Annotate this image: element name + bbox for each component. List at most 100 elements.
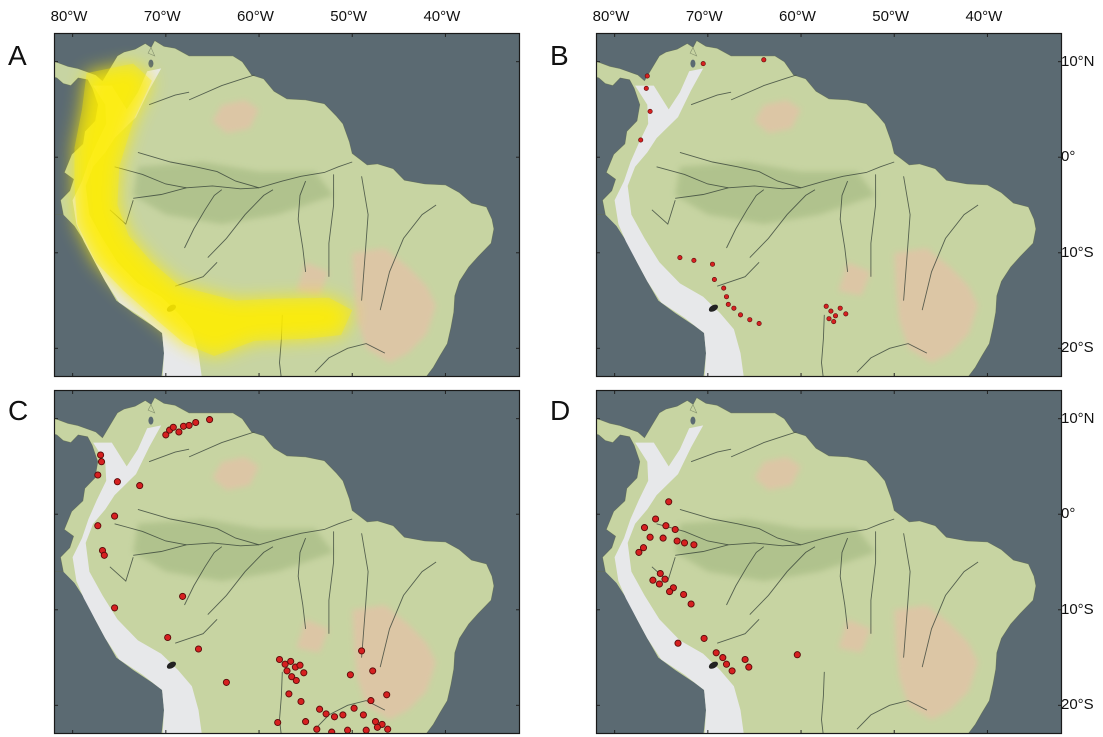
occurrence-point <box>655 580 663 588</box>
panel-letter-a: A <box>8 40 27 71</box>
occurrence-point <box>725 301 731 307</box>
occurrence-point <box>724 294 730 300</box>
occurrence-point <box>691 257 697 263</box>
occurrence-point <box>162 431 170 439</box>
occurrence-point <box>665 498 673 506</box>
occurrence-point <box>700 61 706 67</box>
occurrence-point <box>656 569 664 578</box>
occurrence-point <box>179 592 187 600</box>
occurrence-point <box>344 726 352 734</box>
occurrence-point <box>661 575 669 583</box>
occurrence-point <box>711 277 717 283</box>
map-panel-a <box>53 32 521 378</box>
occurrence-point <box>194 645 203 653</box>
occurrence-point <box>826 316 832 322</box>
occurrence-point <box>662 522 670 530</box>
occurrence-point <box>111 512 119 520</box>
occurrence-point <box>643 85 649 91</box>
occurrence-point <box>97 451 105 459</box>
occurrence-point <box>313 725 321 733</box>
occurrence-point <box>638 137 644 143</box>
occurrence-point <box>339 711 347 719</box>
occurrence-point <box>719 654 727 662</box>
lat-tick-label: 10°N <box>1061 409 1095 427</box>
occurrence-point <box>94 471 102 479</box>
occurrence-point <box>111 604 119 612</box>
occurrence-point <box>731 305 737 311</box>
lon-tick-label: 70°W <box>685 8 723 25</box>
occurrence-point <box>346 671 354 679</box>
occurrence-point <box>646 533 654 541</box>
occurrence-point <box>647 108 653 114</box>
occurrence-point <box>316 705 324 713</box>
occurrence-point <box>164 633 172 642</box>
occurrence-point <box>644 73 650 79</box>
occurrence-point <box>288 673 296 681</box>
occurrence-point <box>640 524 649 532</box>
occurrence-point <box>837 305 843 311</box>
occurrence-point <box>302 718 310 726</box>
occurrence-point <box>745 663 753 671</box>
occurrence-point <box>185 421 193 429</box>
occurrence-point <box>710 261 716 267</box>
lat-tick-label: 10°S <box>1061 600 1094 618</box>
occurrence-point <box>690 541 698 549</box>
occurrence-point <box>793 651 801 659</box>
occurrence-point <box>281 660 289 668</box>
occurrence-point <box>677 255 683 261</box>
occurrence-points <box>94 416 392 734</box>
map-panel-d <box>595 389 1063 735</box>
occurrence-point <box>649 576 657 584</box>
occurrence-point <box>673 537 681 545</box>
occurrence-point <box>175 428 183 436</box>
occurrence-point <box>297 697 305 706</box>
occurrence-point <box>741 655 749 664</box>
occurrence-point <box>97 458 106 466</box>
lat-tick-label: 20°S <box>1061 696 1094 714</box>
occurrence-point <box>359 711 367 719</box>
occurrence-point <box>384 725 392 733</box>
occurrence-point <box>113 478 121 486</box>
map-panel-b <box>595 32 1063 378</box>
occurrence-points <box>635 498 801 675</box>
occurrence-point <box>94 522 102 530</box>
lat-tick-label: 20°S <box>1061 339 1094 357</box>
occurrence-point <box>373 723 381 731</box>
lon-tick-label: 40°W <box>965 8 1003 25</box>
occurrence-point <box>635 548 643 556</box>
occurrence-point <box>283 667 291 675</box>
range-shading <box>74 63 353 356</box>
occurrence-point <box>756 320 762 326</box>
lon-tick-label: 70°W <box>143 8 181 25</box>
occurrence-point <box>831 319 837 325</box>
occurrence-point <box>285 690 293 698</box>
occurrence-point <box>747 317 753 323</box>
occurrence-point <box>287 657 295 665</box>
occurrence-point <box>721 285 727 291</box>
lon-tick-label: 80°W <box>592 8 630 25</box>
occurrence-point <box>358 647 366 655</box>
occurrence-point <box>680 539 689 547</box>
occurrence-point <box>666 588 674 596</box>
lon-tick-label: 60°W <box>779 8 816 25</box>
lat-tick-label: 10°N <box>1061 52 1095 70</box>
occurrence-point <box>652 515 660 523</box>
occurrence-point <box>222 678 230 686</box>
occurrence-point <box>833 313 839 319</box>
lon-tick-label: 50°W <box>330 8 368 25</box>
occurrence-point <box>328 728 336 734</box>
occurrence-point <box>700 634 708 642</box>
occurrence-points <box>638 57 849 326</box>
occurrence-point <box>712 649 720 657</box>
occurrence-point <box>728 667 736 675</box>
panel-letter-b: B <box>550 40 569 71</box>
occurrence-point <box>300 669 308 677</box>
occurrence-point <box>275 655 284 664</box>
lat-tick-label: 0° <box>1061 505 1076 523</box>
occurrence-point <box>843 311 849 317</box>
occurrence-point <box>680 590 688 599</box>
map-panel-c <box>53 389 521 735</box>
occurrence-point <box>367 697 375 705</box>
occurrence-point <box>274 718 282 727</box>
occurrence-point <box>100 551 108 559</box>
